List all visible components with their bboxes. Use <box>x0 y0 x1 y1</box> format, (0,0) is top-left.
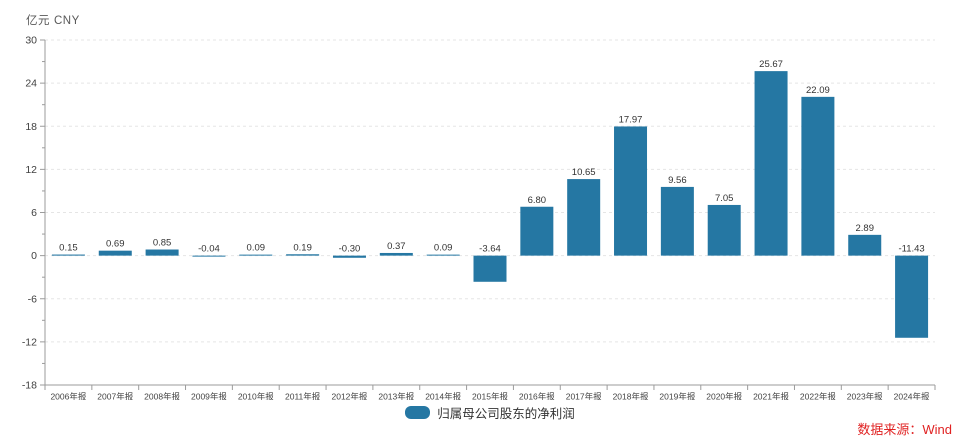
bar-2007年报[interactable] <box>98 250 132 256</box>
bar-2018年报[interactable] <box>614 126 648 256</box>
bar-value-label: 0.09 <box>434 243 453 254</box>
unit-cny-zh: 亿元 <box>26 15 50 27</box>
bar-2008年报[interactable] <box>145 249 179 256</box>
bar-2006年报[interactable] <box>51 254 85 256</box>
legend-label: 归属母公司股东的净利润 <box>437 407 575 421</box>
bar-2020年报[interactable] <box>707 204 741 256</box>
bar-2010年报[interactable] <box>239 254 273 256</box>
x-axis-category-label: 2016年报 <box>519 392 555 401</box>
x-axis-category-label: 2006年报 <box>50 392 86 401</box>
x-axis-category-label: 2017年报 <box>566 392 602 401</box>
bar-2012年报[interactable] <box>332 255 366 258</box>
bar-value-label: 0.15 <box>59 243 78 254</box>
x-axis-category-label: 2023年报 <box>847 392 883 401</box>
bar-value-label: 0.69 <box>106 239 125 250</box>
bar-value-label: 22.09 <box>806 85 830 96</box>
x-axis-category-label: 2022年报 <box>800 392 836 401</box>
bar-value-label: 17.97 <box>619 114 643 125</box>
y-axis-tick-label: -18 <box>22 380 37 392</box>
bar-2017年报[interactable] <box>567 179 601 256</box>
y-axis-tick-label: 18 <box>25 121 37 133</box>
bar-value-label: 0.19 <box>293 242 312 253</box>
bar-value-label: 7.05 <box>715 193 734 204</box>
x-axis-category-label: 2019年报 <box>659 392 695 401</box>
unit-cny-en: CNY <box>54 15 80 27</box>
x-axis-category-label: 2018年报 <box>613 392 649 401</box>
x-axis-category-label: 2008年报 <box>144 392 180 401</box>
bar-2022年报[interactable] <box>801 96 835 256</box>
bar-value-label: -11.43 <box>898 244 924 255</box>
bar-value-label: 0.09 <box>247 243 266 254</box>
x-axis-category-label: 2009年报 <box>191 392 227 401</box>
y-axis-tick-label: 24 <box>25 78 37 90</box>
x-axis-category-label: 2013年报 <box>378 392 414 401</box>
bar-2009年报[interactable] <box>192 255 226 257</box>
bar-2015年报[interactable] <box>473 255 507 282</box>
y-axis-tick-label: 30 <box>25 35 37 47</box>
bar-value-label: 0.37 <box>387 241 406 252</box>
bar-value-label: -3.64 <box>479 244 501 255</box>
y-axis-tick-label: -12 <box>22 336 37 348</box>
y-axis-tick-label: 6 <box>31 207 37 219</box>
bar-2019年报[interactable] <box>660 186 694 256</box>
chart-canvas: 30 24 18 12 6 0 -6 -12 -18 0.15 2006年报 0.69 2007年报 0.… <box>22 35 936 401</box>
y-axis-tick-label: 12 <box>25 164 37 176</box>
x-axis-category-label: 2007年报 <box>97 392 133 401</box>
bar-value-label: 10.65 <box>572 167 596 178</box>
x-axis-category-label: 2021年报 <box>753 392 789 401</box>
x-axis-category-label: 2024年报 <box>894 392 930 401</box>
bar-value-label: -0.04 <box>198 244 220 255</box>
legend-swatch-icon <box>405 406 431 419</box>
x-axis-category-label: 2015年报 <box>472 392 508 401</box>
data-source-label: 数据来源：Wind <box>857 422 952 437</box>
y-axis-tick-label: -6 <box>28 293 37 305</box>
bar-value-label: 9.56 <box>668 175 687 186</box>
bar-2021年报[interactable] <box>754 71 788 256</box>
x-axis-category-label: 2020年报 <box>706 392 742 401</box>
bar-2014年报[interactable] <box>426 254 460 256</box>
bar-2024年报[interactable] <box>895 255 929 338</box>
bar-2011年报[interactable] <box>286 254 320 256</box>
bar-value-label: 2.89 <box>855 223 874 234</box>
x-axis-category-label: 2014年报 <box>425 392 461 401</box>
y-axis-tick-label: 0 <box>31 250 37 262</box>
bar-2016年报[interactable] <box>520 206 554 256</box>
legend-item-net-profit[interactable]: 归属母公司股东的净利润 <box>405 403 575 422</box>
bar-2023年报[interactable] <box>848 234 882 256</box>
legend: 归属母公司股东的净利润 <box>45 403 935 424</box>
bar-value-label: -0.30 <box>339 244 361 255</box>
bar-value-label: 25.67 <box>759 59 783 70</box>
x-axis-category-label: 2012年报 <box>332 392 368 401</box>
bar-value-label: 0.85 <box>153 238 172 249</box>
y-axis-unit-label: 亿元 CNY <box>26 12 84 28</box>
bar-2013年报[interactable] <box>379 252 413 256</box>
x-axis-category-label: 2011年报 <box>285 392 321 401</box>
bar-value-label: 6.80 <box>528 195 547 206</box>
x-axis-category-label: 2010年报 <box>238 392 274 401</box>
